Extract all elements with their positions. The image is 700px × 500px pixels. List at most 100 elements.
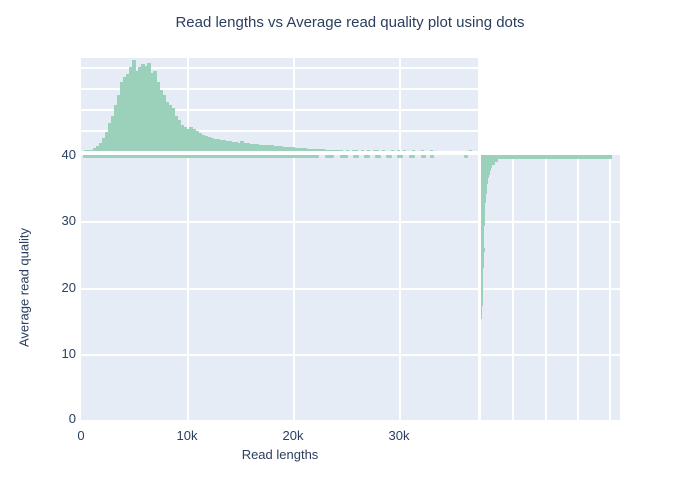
- scatter-dots-band-segment: [325, 155, 335, 158]
- read-length-histogram-bar: [105, 132, 109, 151]
- read-length-histogram-bar: [336, 149, 341, 151]
- read-length-histogram-bar: [87, 150, 91, 151]
- right-marginal-histogram-panel[interactable]: [481, 155, 620, 420]
- read-quality-histogram-bar: [481, 215, 485, 220]
- scatter-dots-band-segment: [430, 155, 434, 158]
- read-length-histogram-bar: [150, 72, 154, 151]
- read-length-histogram-bar: [285, 147, 289, 151]
- read-quality-histogram-bar: [481, 248, 485, 252]
- read-quality-histogram-bar: [481, 193, 487, 198]
- read-length-histogram-bar: [111, 115, 115, 151]
- read-length-histogram-bar: [315, 148, 319, 151]
- read-length-histogram-bar: [117, 95, 121, 151]
- read-length-histogram-bar: [234, 142, 238, 151]
- gridline: [545, 155, 547, 420]
- read-length-histogram-bar: [168, 105, 172, 151]
- read-length-histogram-bar: [294, 147, 298, 151]
- read-length-histogram-bar: [321, 149, 325, 151]
- gridline: [81, 288, 478, 290]
- read-length-histogram-bar: [402, 150, 407, 151]
- read-quality-histogram-bar: [481, 187, 487, 191]
- read-length-histogram-bar: [300, 148, 304, 151]
- read-length-histogram-bar: [330, 149, 335, 151]
- read-length-histogram-bar: [183, 126, 187, 151]
- read-length-histogram-bar: [201, 135, 205, 151]
- read-length-histogram-bar: [207, 137, 211, 151]
- read-length-histogram-bar: [297, 148, 301, 151]
- gridline: [609, 155, 611, 420]
- read-length-histogram-bar: [264, 144, 268, 151]
- read-quality-histogram-bar: [481, 190, 487, 194]
- read-length-histogram-bar: [219, 139, 223, 151]
- read-length-histogram-bar: [108, 123, 112, 151]
- read-quality-histogram-bar: [481, 196, 486, 201]
- gridline: [187, 58, 189, 151]
- read-length-histogram-bar: [129, 67, 133, 151]
- gridline: [481, 354, 620, 356]
- read-length-histogram-bar: [276, 146, 280, 151]
- gridline: [81, 354, 478, 356]
- read-quality-histogram-bar: [481, 273, 484, 278]
- main-scatter-panel[interactable]: [81, 155, 478, 420]
- scatter-dots-band-segment: [397, 155, 404, 158]
- top-marginal-histogram-panel[interactable]: [81, 58, 478, 151]
- read-quality-histogram-bar: [481, 161, 495, 165]
- read-quality-histogram-bar: [481, 225, 485, 230]
- read-length-histogram-bar: [126, 73, 130, 151]
- read-length-histogram-bar: [114, 104, 118, 151]
- read-quality-histogram-bar: [481, 299, 483, 303]
- read-length-histogram-bar: [186, 128, 190, 151]
- read-length-histogram-bar: [147, 62, 151, 151]
- read-length-histogram-bar: [303, 148, 307, 151]
- read-length-histogram-bar: [327, 149, 332, 151]
- read-quality-histogram-bar: [481, 155, 612, 159]
- read-quality-histogram-bar: [481, 260, 484, 265]
- scatter-dots-band-segment: [363, 155, 370, 158]
- read-length-histogram-bar: [249, 143, 253, 151]
- read-length-histogram-bar: [138, 67, 142, 151]
- read-length-histogram-bar: [171, 108, 175, 151]
- read-quality-histogram-bar: [481, 158, 499, 162]
- read-length-histogram-bar: [360, 150, 365, 151]
- y-tick-label: 20: [61, 280, 76, 295]
- read-length-histogram-bar: [192, 128, 196, 151]
- read-length-histogram-bar: [204, 136, 208, 151]
- read-length-histogram-bar: [198, 133, 202, 151]
- read-quality-histogram-bar: [481, 302, 483, 307]
- read-length-histogram-bar: [324, 149, 329, 151]
- read-quality-histogram-bar: [481, 292, 483, 297]
- read-quality-histogram-bar: [481, 203, 486, 207]
- read-length-histogram-bar: [90, 149, 94, 151]
- y-tick-label: 0: [68, 411, 76, 426]
- scatter-dots-band-segment: [352, 155, 359, 158]
- read-length-histogram-bar: [243, 142, 247, 151]
- read-length-histogram-bar: [306, 148, 310, 151]
- y-tick-label: 30: [61, 213, 76, 228]
- read-length-histogram-bar: [177, 120, 181, 151]
- read-quality-histogram-bar: [481, 177, 488, 182]
- gridline: [293, 155, 295, 420]
- read-quality-histogram-bar: [481, 315, 482, 319]
- scatter-dots-band-segment: [82, 155, 320, 158]
- read-length-histogram-bar: [375, 150, 380, 151]
- read-length-histogram-bar: [210, 137, 214, 151]
- read-quality-histogram-bar: [481, 174, 489, 178]
- gridline: [81, 109, 478, 111]
- x-tick-label: 20k: [282, 428, 304, 443]
- read-length-histogram-bar: [165, 101, 169, 151]
- read-length-histogram-bar: [411, 150, 416, 151]
- read-quality-histogram-bar: [481, 257, 484, 262]
- read-length-histogram-bar: [132, 59, 136, 151]
- read-quality-histogram-bar: [481, 228, 485, 233]
- read-quality-histogram-bar: [481, 212, 486, 217]
- read-length-histogram-bar: [222, 140, 226, 151]
- read-length-histogram-bar: [279, 146, 283, 151]
- y-tick-label: 10: [61, 346, 76, 361]
- read-length-histogram-bar: [351, 150, 356, 151]
- read-length-histogram-bar: [180, 124, 184, 151]
- gridline: [399, 155, 401, 420]
- read-length-histogram-bar: [339, 150, 344, 151]
- read-length-histogram-bar: [309, 148, 313, 151]
- read-quality-histogram-bar: [481, 183, 488, 188]
- read-length-histogram-bar: [162, 95, 166, 151]
